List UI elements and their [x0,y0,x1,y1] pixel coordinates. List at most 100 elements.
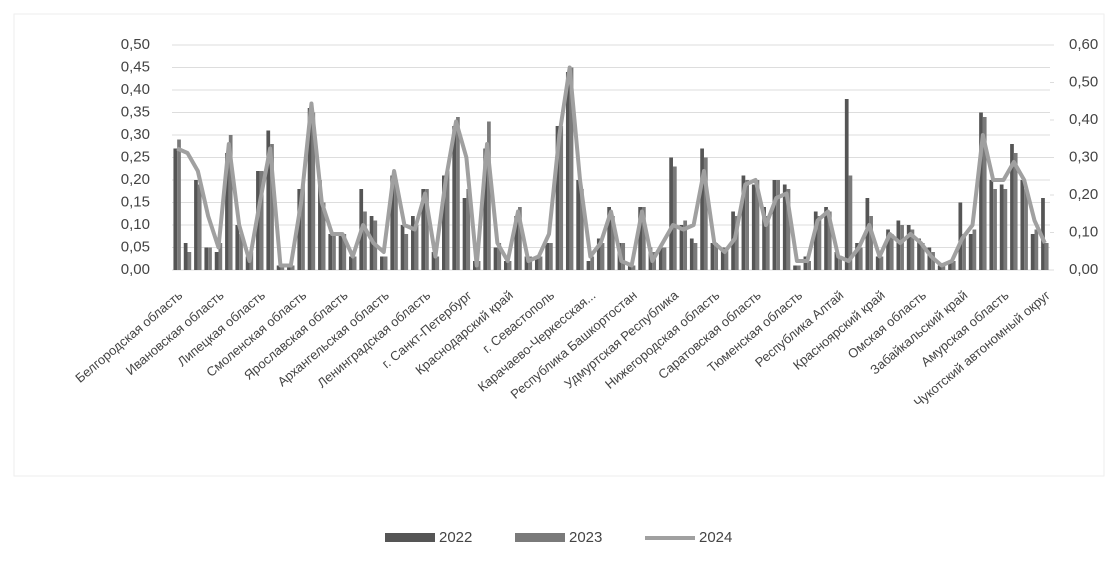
bar [342,234,347,270]
y-tick-label: 0,00 [121,261,150,278]
bar [1041,198,1045,270]
bar [886,229,890,270]
bar [183,243,188,270]
bar [1044,243,1049,270]
bar [270,144,274,270]
legend-label: 2024 [699,529,732,546]
bar [442,175,446,270]
bar [993,189,997,270]
bar [596,238,601,270]
bar [559,126,564,270]
bar [225,153,229,270]
bar [245,256,250,270]
y2-tick-label: 0,30 [1069,148,1098,165]
y-tick-label: 0,50 [121,36,150,53]
bar [194,180,198,270]
bar [576,180,581,270]
bar [400,225,405,270]
bar [363,211,367,270]
bar [487,121,491,270]
bar [555,126,560,270]
bar [493,247,498,270]
bar [838,256,842,270]
bar [879,256,884,270]
bar [755,180,760,270]
bar [658,247,663,270]
bar [514,216,519,270]
bar [948,261,952,270]
bar [590,256,595,270]
bar [741,175,746,270]
legend-item: 2022 [385,529,472,546]
bar [889,234,894,270]
bar [214,252,219,270]
bar [627,265,632,270]
bar [301,184,305,270]
y-tick-label: 0,25 [121,148,150,165]
bar [982,117,987,270]
bar [917,238,921,270]
bar [586,261,591,270]
legend-label: 2022 [439,529,472,546]
bar [968,234,973,270]
bar [669,157,673,270]
y-tick-label: 0,10 [121,216,150,233]
bar [545,243,550,270]
bar [710,243,715,270]
bar [745,180,750,270]
y2-tick-label: 0,10 [1069,223,1098,240]
bar [751,184,756,270]
bar [390,175,395,270]
bar [445,171,450,270]
y2-tick-label: 0,40 [1069,111,1098,128]
bar [600,243,605,270]
bar [824,207,828,270]
bar [452,126,457,270]
bar [218,243,223,270]
bar [1030,234,1035,270]
bar [693,243,698,270]
bar [1003,189,1008,270]
bar [297,189,302,270]
bar [404,234,409,270]
bar [259,171,264,270]
bar [638,207,642,270]
bar [937,265,942,270]
y2-tick-label: 0,00 [1069,261,1098,278]
bar [951,261,956,270]
bar [311,112,316,270]
bar [197,184,202,270]
bar [762,207,766,270]
bar [662,247,667,270]
bar [906,225,911,270]
bar [927,247,932,270]
bar [503,261,508,270]
bar [462,198,467,270]
y-tick-label: 0,30 [121,126,150,143]
bar [524,256,529,270]
bar [931,252,935,270]
bar [276,265,281,270]
bar [703,157,708,270]
bar [435,256,440,270]
bar [700,148,704,270]
bar [896,220,901,270]
bar [483,148,488,270]
bar [328,234,333,270]
bar [827,211,832,270]
bar [538,256,543,270]
bar [641,207,646,270]
bar [1010,144,1014,270]
y-tick-label: 0,45 [121,58,150,75]
bar [834,252,839,270]
y2-tick-label: 0,20 [1069,186,1098,203]
bar [414,225,419,270]
bar [528,256,533,270]
bar [724,247,729,270]
bar [962,234,966,270]
bar [786,189,791,270]
bar [565,72,570,270]
bar [497,243,502,270]
chart-frame [13,13,1105,477]
bar [1034,229,1039,270]
